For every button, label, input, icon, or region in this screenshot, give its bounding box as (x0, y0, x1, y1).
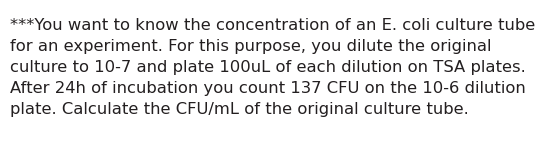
Text: ***You want to know the concentration of an E. coli culture tube
for an experime: ***You want to know the concentration of… (10, 18, 535, 118)
